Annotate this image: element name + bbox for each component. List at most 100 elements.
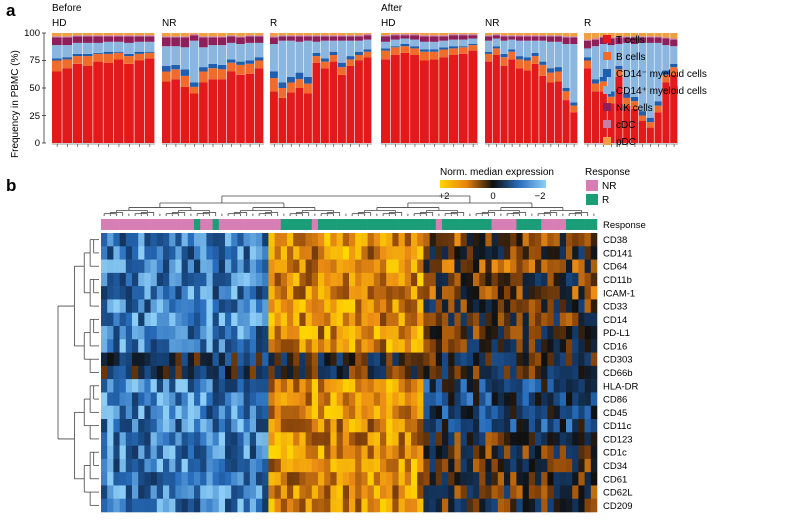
heatmap-cell bbox=[293, 405, 300, 420]
heatmap-cell bbox=[355, 326, 362, 340]
heatmap-cell bbox=[528, 432, 536, 446]
heatmap-cell bbox=[101, 312, 108, 327]
heatmap-cell bbox=[256, 286, 263, 300]
heatmap-cell bbox=[528, 445, 536, 460]
response-annotation-cell bbox=[559, 219, 567, 230]
heatmap-cell bbox=[249, 432, 257, 446]
heatmap-cell bbox=[318, 432, 325, 446]
heatmap-cell bbox=[578, 272, 585, 287]
heatmap-cell bbox=[125, 246, 133, 260]
response-annotation-cell bbox=[138, 219, 145, 230]
bar-segment bbox=[662, 74, 670, 83]
heatmap-cell bbox=[330, 339, 337, 353]
response-annotation-cell bbox=[237, 219, 244, 230]
heatmap-cell bbox=[311, 432, 319, 446]
bar-segment bbox=[485, 33, 493, 36]
heatmap-cell bbox=[429, 312, 437, 327]
heatmap-cell bbox=[504, 299, 511, 314]
heatmap-cell bbox=[349, 272, 356, 287]
heatmap-cell bbox=[361, 312, 368, 327]
heatmap-cell bbox=[398, 498, 406, 513]
heatmap-cell bbox=[473, 498, 480, 513]
heatmap-cell bbox=[473, 326, 480, 340]
heatmap-cell bbox=[287, 272, 294, 287]
heatmap-cell bbox=[237, 259, 244, 274]
heatmap-cell bbox=[324, 498, 331, 513]
heatmap-cell bbox=[150, 246, 158, 260]
bar-segment bbox=[400, 46, 410, 53]
bar-segment bbox=[419, 60, 429, 143]
heatmap-cell bbox=[380, 259, 387, 274]
bar-segment bbox=[492, 55, 500, 143]
heatmap-cell bbox=[243, 432, 251, 446]
heatmap-cell bbox=[504, 352, 511, 367]
bar-segment bbox=[124, 33, 134, 36]
heatmap-cell bbox=[572, 432, 579, 446]
bar-segment bbox=[355, 40, 363, 52]
bar-segment bbox=[429, 33, 439, 36]
response-annotation-cell bbox=[473, 219, 480, 230]
heatmap-cell bbox=[584, 299, 592, 314]
heatmap-cell bbox=[200, 299, 207, 314]
heatmap-cell bbox=[497, 472, 505, 486]
heatmap-cell bbox=[231, 352, 238, 367]
heatmap-cell bbox=[132, 272, 139, 287]
response-annotation-cell bbox=[522, 219, 530, 230]
heatmap-cell bbox=[355, 312, 362, 327]
heatmap-cell bbox=[590, 405, 598, 420]
heatmap-cell bbox=[132, 326, 139, 340]
heatmap-cell bbox=[262, 312, 269, 327]
heatmap-cell bbox=[138, 472, 145, 486]
heatmap-cell bbox=[504, 485, 511, 500]
heatmap-cell bbox=[572, 405, 579, 420]
heatmap-cell bbox=[287, 233, 294, 247]
heatmap-cell bbox=[429, 246, 437, 260]
heatmap-cell bbox=[113, 432, 120, 446]
heatmap-cell bbox=[324, 286, 331, 300]
heatmap-cell bbox=[361, 458, 368, 473]
heatmap-cell bbox=[528, 339, 536, 353]
heatmap-cell bbox=[237, 352, 244, 367]
heatmap-cell bbox=[231, 458, 238, 473]
heatmap-cell bbox=[144, 458, 151, 473]
heatmap-cell bbox=[485, 379, 492, 393]
bar-segment bbox=[607, 96, 615, 104]
heatmap-cell bbox=[566, 326, 573, 340]
heatmap-cell bbox=[138, 246, 145, 260]
bar-segment bbox=[82, 36, 93, 43]
bar-segment bbox=[615, 69, 623, 77]
heatmap-cell bbox=[367, 472, 375, 486]
bar-segment bbox=[554, 35, 562, 37]
heatmap-cell bbox=[243, 405, 251, 420]
heatmap-cell bbox=[237, 246, 244, 260]
heatmap-cell bbox=[187, 419, 195, 433]
heatmap-cell bbox=[181, 326, 189, 340]
heatmap-cell bbox=[448, 392, 455, 407]
bar-segment bbox=[346, 59, 355, 66]
bar-segment bbox=[254, 33, 264, 36]
heatmap-cell bbox=[578, 299, 585, 314]
response-annotation-cell bbox=[373, 219, 381, 230]
colorbar-tick-plus2: +2 bbox=[439, 191, 450, 202]
heatmap-cell bbox=[212, 233, 220, 247]
bar-segment bbox=[254, 68, 264, 143]
bar-segment bbox=[180, 33, 190, 37]
bar-segment bbox=[400, 35, 410, 39]
response-annotation-cell bbox=[584, 219, 592, 230]
heatmap-cell bbox=[423, 299, 430, 314]
heatmap-cell bbox=[411, 432, 418, 446]
heatmap-cell bbox=[237, 379, 244, 393]
heatmap-cell bbox=[225, 326, 232, 340]
heatmap-cell bbox=[225, 259, 232, 274]
heatmap-cell bbox=[206, 405, 213, 420]
heatmap-cell bbox=[442, 365, 449, 380]
bar-segment bbox=[52, 60, 62, 72]
heatmap-cell bbox=[547, 286, 554, 300]
bar-segment bbox=[631, 44, 639, 97]
heatmap-cell bbox=[404, 312, 412, 327]
heatmap-cell bbox=[293, 392, 300, 407]
heatmap-cell bbox=[156, 365, 164, 380]
heatmap-cell bbox=[138, 326, 145, 340]
heatmap-cell bbox=[349, 379, 356, 393]
